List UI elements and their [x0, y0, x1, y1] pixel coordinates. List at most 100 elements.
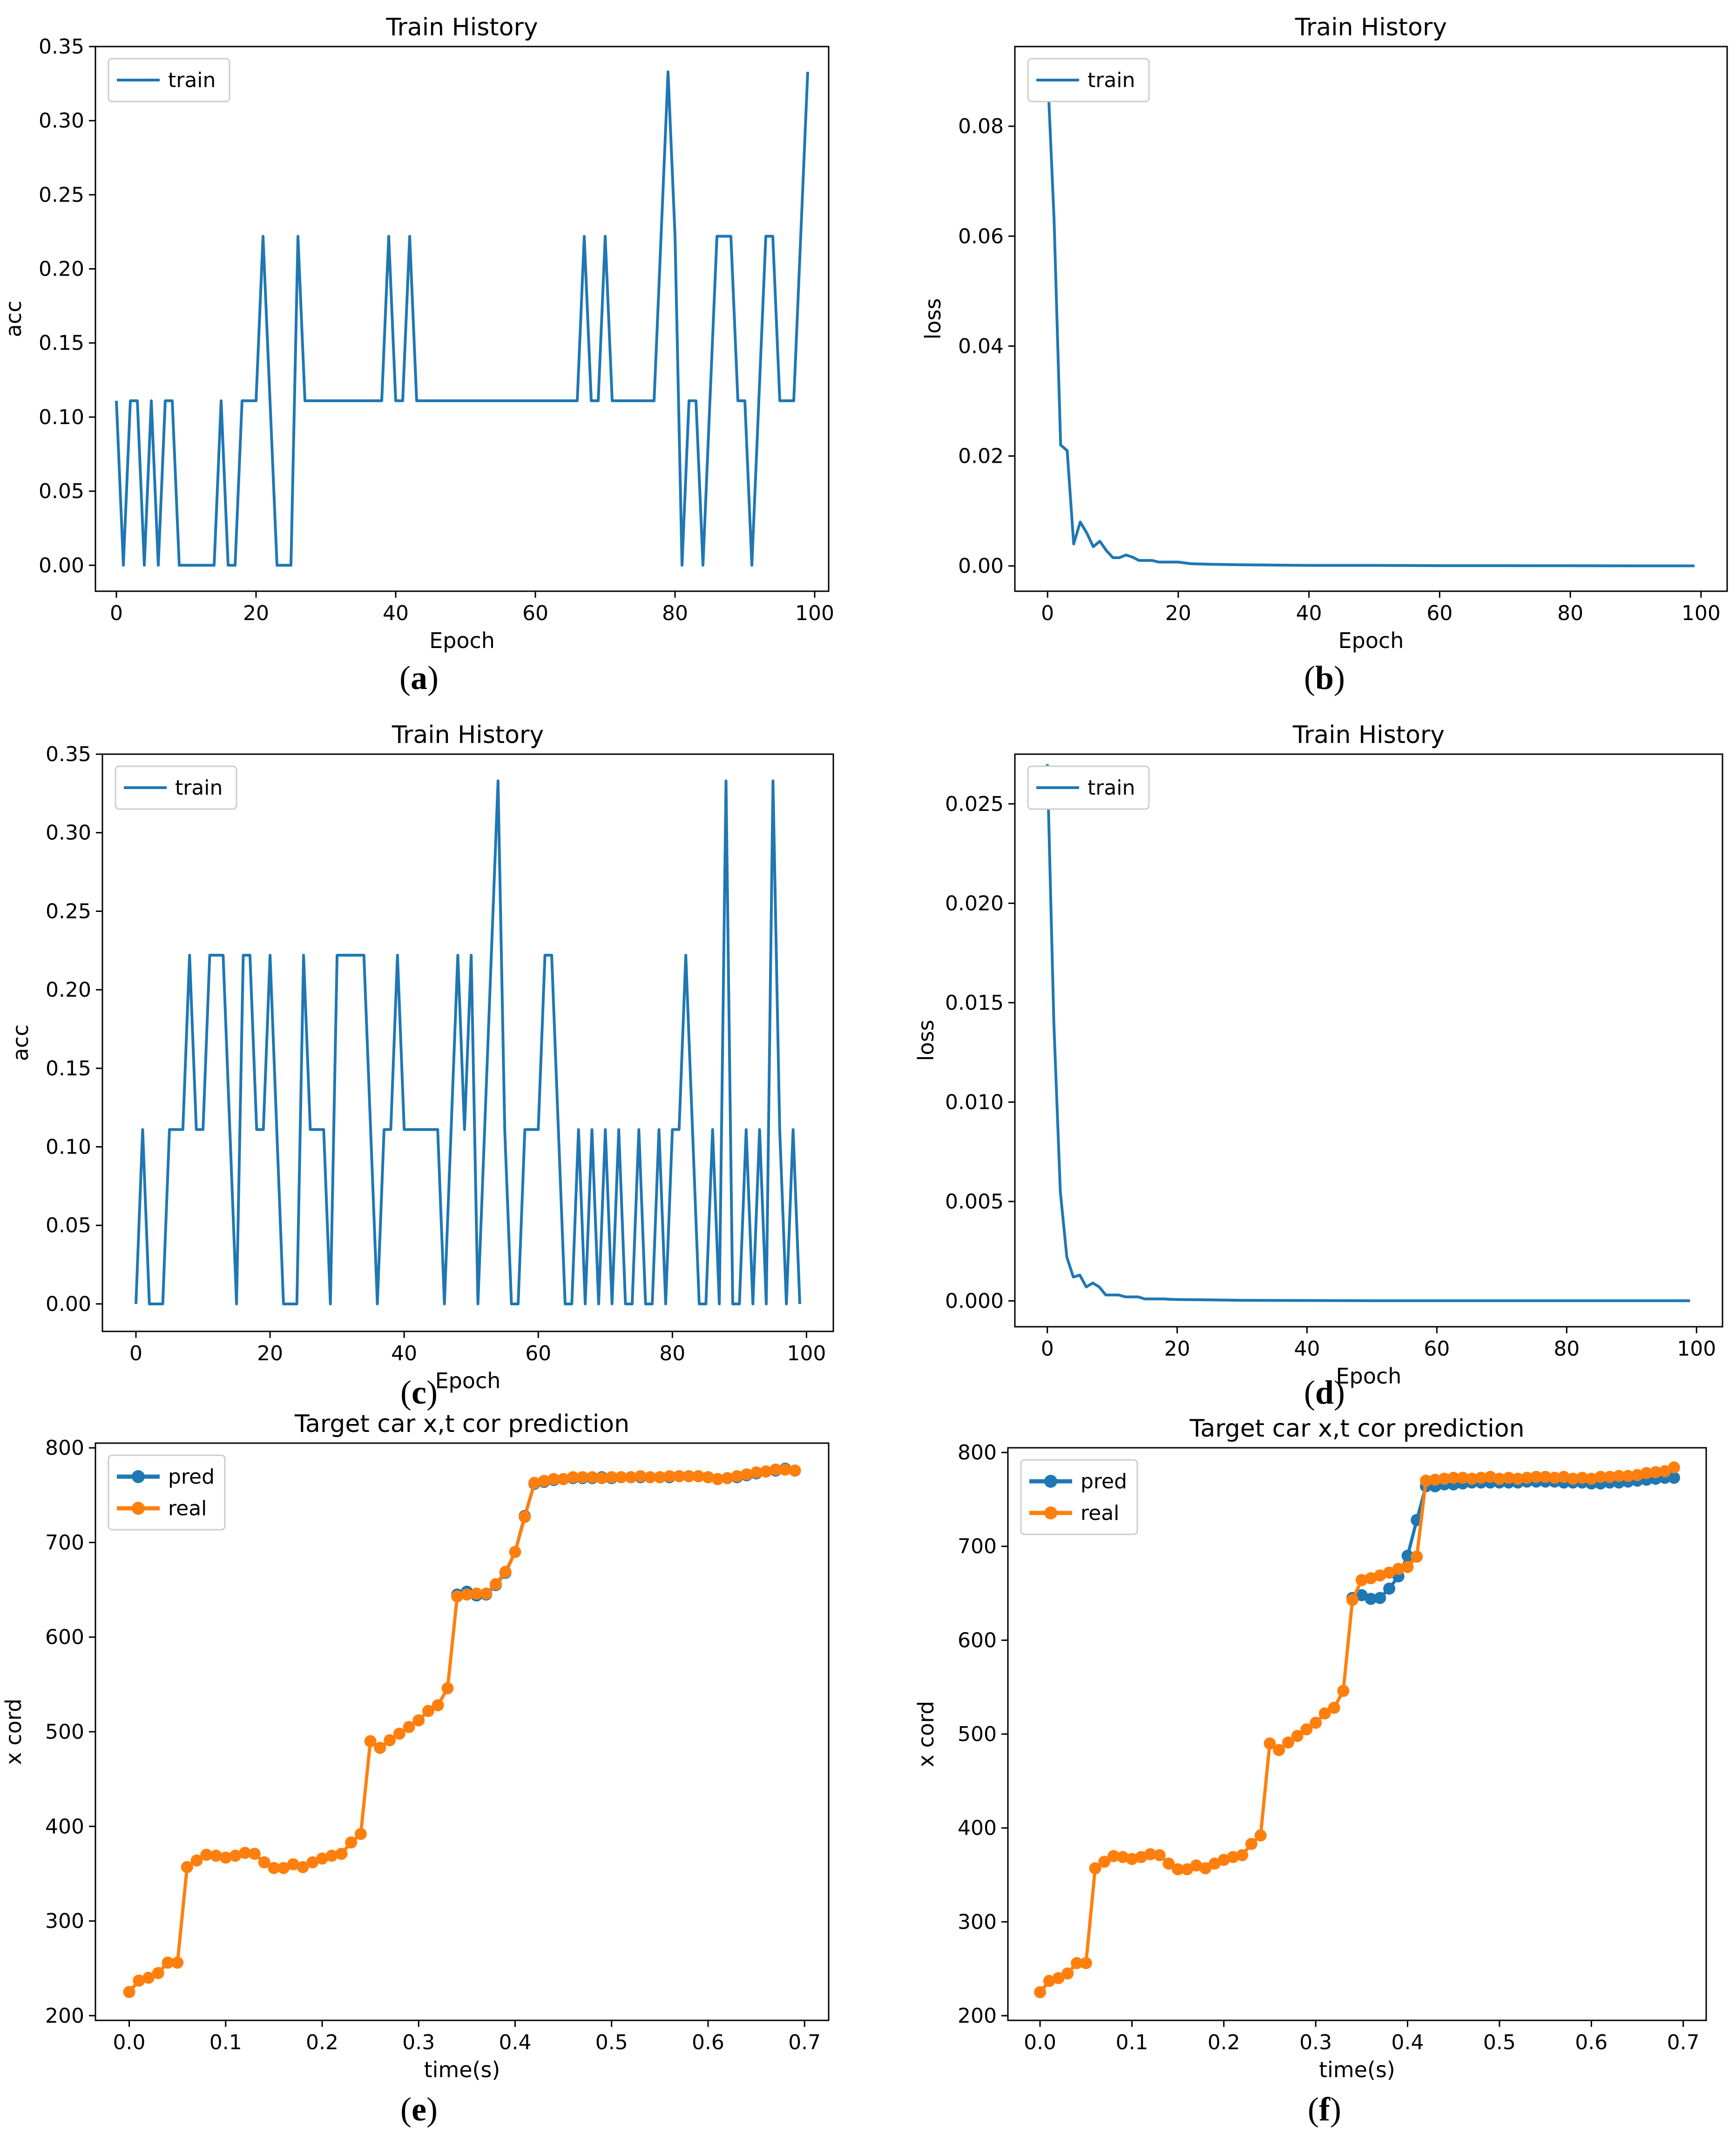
x-tick-label: 0.3 [402, 2031, 435, 2054]
y-tick-label: 0.000 [945, 1289, 1004, 1313]
x-axis-label: time(s) [424, 2057, 500, 2082]
point-real [663, 1470, 676, 1483]
y-tick-label: 0.02 [958, 445, 1004, 468]
x-tick-label: 0 [1041, 601, 1054, 625]
x-tick-label: 60 [1424, 1337, 1450, 1361]
point-real [1061, 1967, 1074, 1980]
point-real [1126, 1853, 1138, 1865]
series-line-real [128, 1468, 795, 1993]
y-tick-label: 0.15 [46, 1057, 91, 1080]
y-tick-label: 0.00 [958, 554, 1004, 578]
chart-title: Target car x,t cor prediction [1189, 1415, 1524, 1443]
point-real [779, 1463, 791, 1476]
y-tick-label: 0.020 [945, 891, 1004, 915]
series-line-train [1046, 71, 1695, 567]
point-real [1622, 1470, 1635, 1482]
point-real [1475, 1472, 1487, 1484]
point-real [1337, 1685, 1350, 1697]
panel-a: 0 20 40 60 80 100 0.00 0.05 0.10 0.15 0.20 0.25 0.30… [1, 14, 834, 696]
x-tick-label: 40 [391, 1342, 417, 1365]
point-real [605, 1471, 618, 1484]
point-real [1273, 1744, 1285, 1756]
point-real [1346, 1593, 1359, 1606]
legend-marker-pred [1044, 1475, 1057, 1488]
legend: train [1027, 58, 1150, 102]
point-real [682, 1470, 695, 1483]
y-tick-label: 0.10 [46, 1135, 91, 1159]
point-real [1659, 1465, 1671, 1478]
point-real [1466, 1472, 1478, 1485]
series-line-train [115, 70, 809, 567]
axes-frame [101, 753, 834, 1332]
point-real [1364, 1572, 1377, 1585]
y-axis-label: loss [913, 1020, 939, 1061]
point-real [123, 1986, 135, 1998]
point-real [133, 1974, 145, 1987]
point-real [1199, 1862, 1212, 1875]
point-real [287, 1858, 299, 1870]
point-real [1521, 1472, 1533, 1484]
legend-box [1027, 58, 1150, 102]
legend-marker-real [132, 1502, 145, 1515]
x-tick-label: 0.2 [1208, 2031, 1240, 2054]
panel-caption-letter: c [412, 1374, 426, 1411]
y-tick-label: 0.010 [945, 1090, 1004, 1114]
point-real [1144, 1848, 1156, 1861]
point-real [1181, 1863, 1193, 1876]
point-real [306, 1856, 319, 1869]
point-real [1355, 1574, 1368, 1587]
y-tick-label: 0.20 [39, 257, 84, 281]
point-real [731, 1470, 743, 1483]
point-real [789, 1465, 801, 1477]
point-real [1457, 1472, 1469, 1484]
point-real [364, 1735, 377, 1748]
legend: pred real [1020, 1459, 1138, 1535]
point-real [1245, 1837, 1257, 1850]
point-real [1080, 1957, 1092, 1969]
point-real [1071, 1957, 1083, 1969]
point-real [258, 1856, 270, 1869]
point-real [528, 1477, 540, 1489]
point-real [229, 1850, 242, 1862]
point-real [152, 1967, 164, 1979]
point-real [316, 1852, 328, 1865]
point-real [1162, 1857, 1175, 1870]
x-axis-label: Epoch [1336, 1364, 1402, 1389]
legend-label-train: train [1088, 68, 1135, 92]
point-real [1209, 1857, 1221, 1870]
y-tick-label: 400 [958, 1816, 997, 1840]
series-line-train [135, 779, 801, 1305]
point-real [1135, 1851, 1148, 1863]
point-real [1585, 1472, 1598, 1485]
y-tick-label: 500 [958, 1722, 997, 1746]
point-real [750, 1466, 763, 1479]
x-tick-label: 80 [1557, 601, 1583, 625]
point-real [345, 1836, 358, 1849]
point-real [384, 1734, 396, 1747]
point-real [1438, 1472, 1451, 1485]
point-real [654, 1471, 666, 1484]
panel-caption-letter: b [1315, 659, 1334, 696]
y-tick-label: 300 [958, 1910, 997, 1934]
panel-caption-letter: d [1315, 1374, 1334, 1411]
point-real [634, 1470, 647, 1483]
x-tick-label: 40 [1294, 1337, 1320, 1361]
x-tick-label: 0.4 [1392, 2031, 1424, 2054]
point-real [1603, 1471, 1616, 1483]
legend: pred real [108, 1454, 226, 1531]
legend-label-real: real [1081, 1501, 1119, 1525]
point-real [721, 1472, 734, 1485]
point-real [625, 1471, 637, 1484]
point-real [1484, 1471, 1497, 1483]
point-real [248, 1848, 261, 1860]
axes-frame [1014, 753, 1723, 1328]
x-tick-label: 0.7 [788, 2031, 821, 2054]
x-axis-label: Epoch [435, 1368, 501, 1393]
point-real [239, 1847, 251, 1859]
y-tick-label: 0.10 [39, 405, 84, 429]
x-tick-label: 0.0 [1024, 2031, 1056, 2054]
y-tick-label: 0.025 [945, 792, 1004, 816]
x-tick-label: 20 [257, 1342, 283, 1365]
point-real [1640, 1467, 1653, 1479]
point-real [1098, 1856, 1111, 1868]
